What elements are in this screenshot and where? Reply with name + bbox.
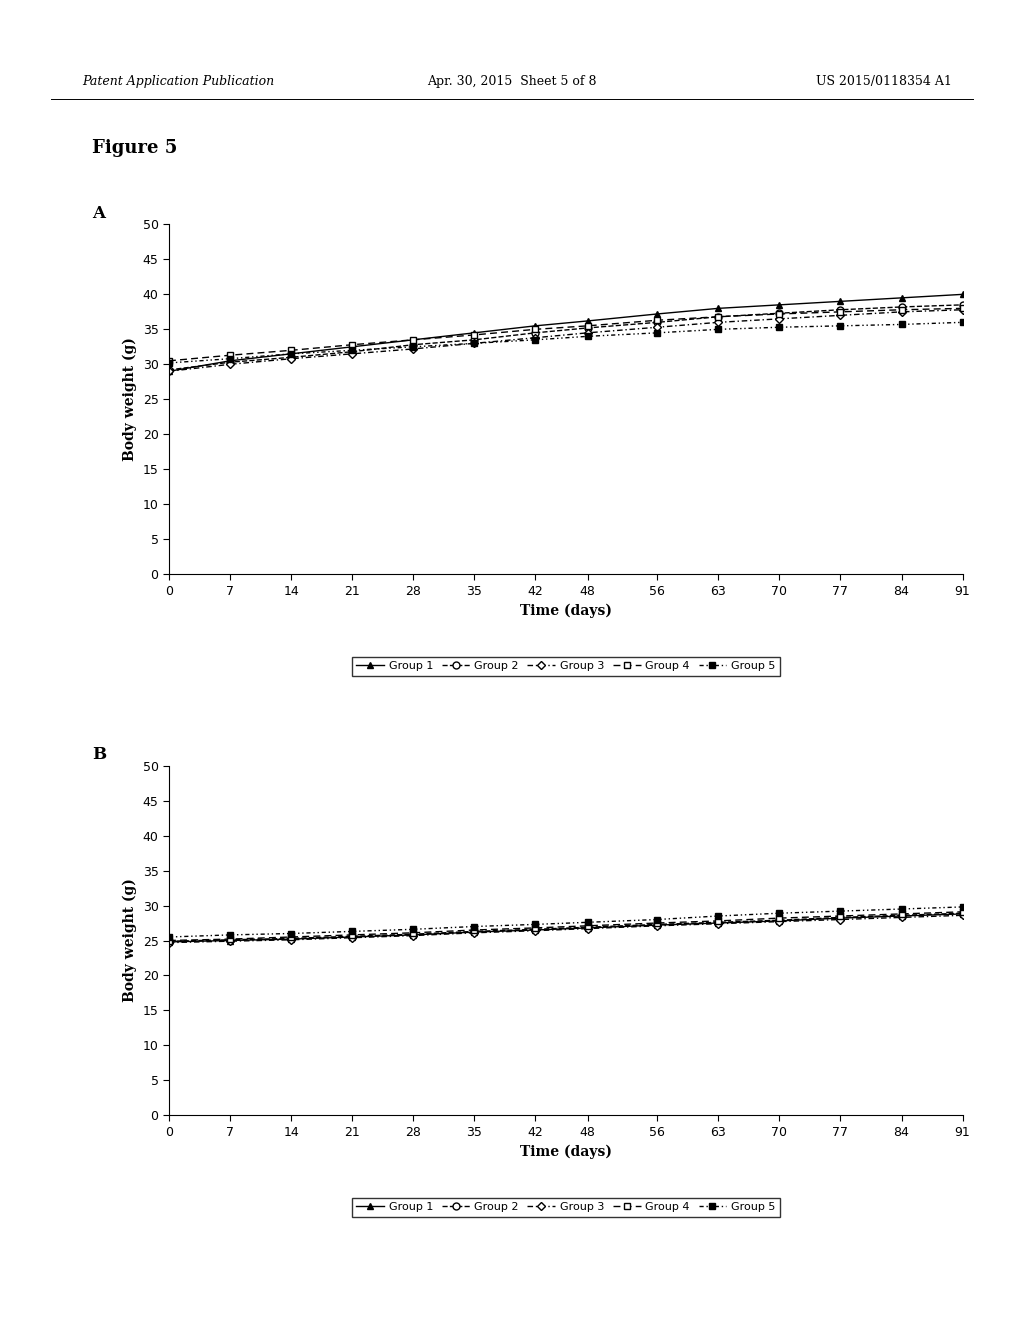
X-axis label: Time (days): Time (days) bbox=[520, 603, 611, 618]
Text: B: B bbox=[92, 746, 106, 763]
Text: A: A bbox=[92, 205, 105, 222]
Legend: Group 1, Group 2, Group 3, Group 4, Group 5: Group 1, Group 2, Group 3, Group 4, Grou… bbox=[352, 1199, 779, 1217]
X-axis label: Time (days): Time (days) bbox=[520, 1144, 611, 1159]
Legend: Group 1, Group 2, Group 3, Group 4, Group 5: Group 1, Group 2, Group 3, Group 4, Grou… bbox=[352, 657, 779, 676]
Text: Apr. 30, 2015  Sheet 5 of 8: Apr. 30, 2015 Sheet 5 of 8 bbox=[427, 75, 597, 88]
Y-axis label: Body weight (g): Body weight (g) bbox=[123, 879, 137, 1002]
Text: US 2015/0118354 A1: US 2015/0118354 A1 bbox=[816, 75, 952, 88]
Text: Figure 5: Figure 5 bbox=[92, 139, 177, 157]
Y-axis label: Body weight (g): Body weight (g) bbox=[123, 338, 137, 461]
Text: Patent Application Publication: Patent Application Publication bbox=[82, 75, 274, 88]
